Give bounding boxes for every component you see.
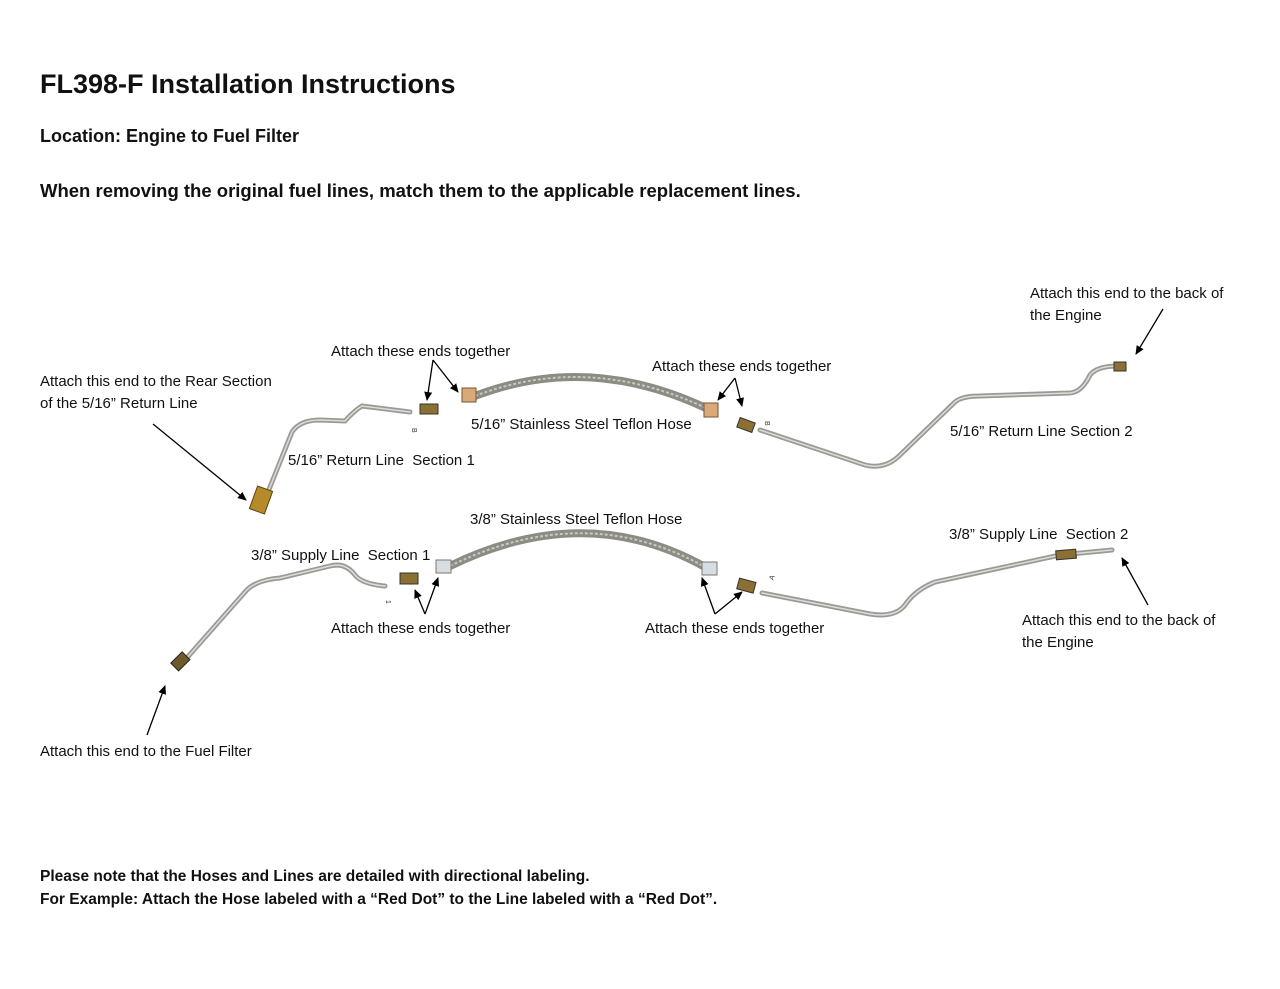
- line-tag: A: [768, 574, 776, 581]
- brass-fitting: [248, 485, 274, 515]
- pointer-arrows: [146, 308, 1164, 736]
- tube-nut: [736, 416, 756, 434]
- arrow-icon: [152, 423, 247, 501]
- tube-nut: [419, 403, 439, 415]
- label-supply-section-2: 3/8” Supply Line Section 2: [949, 526, 1128, 543]
- hose-38: [435, 529, 718, 576]
- tube-nut: [399, 572, 419, 585]
- return-line-section-1: B: [248, 403, 439, 515]
- label-engine-return-2: the Engine: [1030, 307, 1102, 324]
- supply-line-section-2: A: [736, 547, 1115, 618]
- supply-line-section-1: 1: [170, 562, 419, 672]
- footer-note-1: Please note that the Hoses and Lines are…: [40, 868, 590, 885]
- hose-fitting: [435, 559, 452, 574]
- label-return-section-1: 5/16” Return Line Section 1: [288, 452, 475, 469]
- line-tag: 1: [384, 600, 391, 604]
- arrow-icon: [714, 591, 743, 615]
- tube-nut: [170, 651, 191, 672]
- arrow-icon: [424, 577, 440, 615]
- location-subtitle: Location: Engine to Fuel Filter: [40, 126, 299, 146]
- tube-nut: [736, 577, 757, 594]
- page-title: FL398-F Installation Instructions: [40, 69, 456, 99]
- label-hose-38: 3/8” Stainless Steel Teflon Hose: [470, 511, 682, 528]
- line-tag: B: [763, 421, 770, 426]
- hose-fitting: [703, 402, 719, 418]
- arrow-icon: [717, 377, 736, 401]
- hose-fitting: [701, 561, 718, 576]
- label-hose-516: 5/16” Stainless Steel Teflon Hose: [471, 416, 692, 433]
- label-engine-supply: Attach this end to the back of: [1022, 612, 1216, 629]
- arrow-icon: [424, 359, 434, 401]
- footer-note-2: For Example: Attach the Hose labeled wit…: [40, 891, 717, 908]
- arrow-icon: [700, 577, 716, 615]
- label-together: Attach these ends together: [645, 620, 824, 637]
- hose-fitting: [461, 387, 477, 403]
- tube-nut: [1055, 548, 1077, 561]
- arrow-icon: [1121, 557, 1149, 606]
- label-fuel-filter: Attach this end to the Fuel Filter: [40, 743, 252, 760]
- arrow-icon: [414, 589, 426, 615]
- label-rear-section: Attach this end to the Rear Section: [40, 373, 272, 390]
- label-engine-supply-2: the Engine: [1022, 634, 1094, 651]
- label-together: Attach these ends together: [331, 343, 510, 360]
- label-return-section-2: 5/16” Return Line Section 2: [950, 423, 1133, 440]
- arrow-icon: [146, 685, 166, 736]
- arrow-icon: [734, 377, 744, 407]
- instruction-text: When removing the original fuel lines, m…: [40, 180, 801, 201]
- label-engine-return: Attach this end to the back of: [1030, 285, 1224, 302]
- line-tag: B: [410, 428, 417, 433]
- return-line-section-2: B: [736, 361, 1127, 469]
- tube-nut: [1113, 361, 1127, 372]
- label-rear-section-2: of the 5/16” Return Line: [40, 395, 198, 412]
- label-supply-section-1: 3/8” Supply Line Section 1: [251, 547, 430, 564]
- arrow-icon: [1135, 308, 1164, 355]
- label-together: Attach these ends together: [652, 358, 831, 375]
- hose-516: [461, 373, 719, 418]
- arrow-icon: [432, 359, 459, 393]
- label-together: Attach these ends together: [331, 620, 510, 637]
